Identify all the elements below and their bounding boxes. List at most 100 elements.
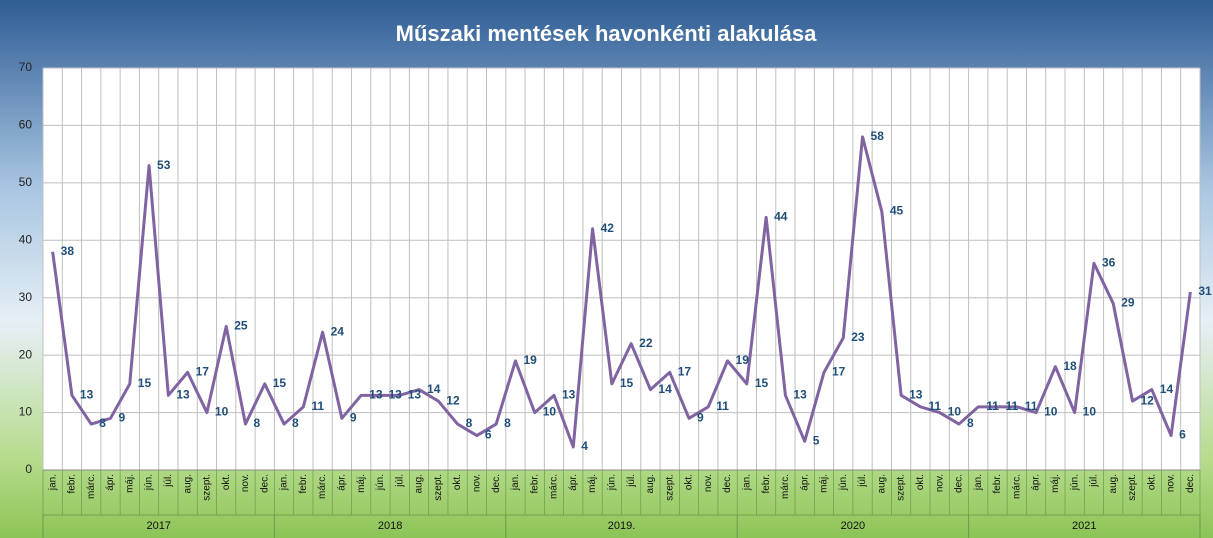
x-tick-label: máj. (587, 474, 598, 493)
group-label: 2017 (146, 520, 170, 532)
x-tick-label: szept. (202, 474, 213, 501)
data-label: 45 (890, 204, 904, 218)
data-label: 13 (408, 388, 422, 402)
data-label: 38 (61, 244, 75, 258)
y-tick-label: 10 (19, 405, 33, 419)
data-label: 14 (1160, 382, 1174, 396)
data-label: 17 (832, 365, 846, 379)
data-label: 13 (80, 388, 94, 402)
x-tick-label: júl. (394, 474, 405, 488)
x-tick-label: márc. (1011, 474, 1022, 499)
y-tick-label: 50 (19, 175, 33, 189)
x-tick-label: nov. (472, 474, 483, 492)
x-tick-label: dec. (722, 474, 733, 493)
x-tick-label: aug. (414, 474, 425, 493)
x-tick-label: aug. (645, 474, 656, 493)
y-tick-label: 70 (19, 60, 33, 74)
y-tick-label: 20 (19, 347, 33, 361)
x-tick-label: nov. (240, 474, 251, 492)
x-tick-label: dec. (1185, 474, 1196, 493)
x-tick-label: aug. (1108, 474, 1119, 493)
data-label: 11 (1025, 399, 1038, 413)
data-label: 6 (1179, 428, 1186, 442)
x-tick-label: szept. (1127, 474, 1138, 501)
x-tick-label: okt. (221, 474, 232, 490)
data-label: 8 (967, 416, 974, 430)
data-label: 53 (157, 158, 171, 172)
x-tick-label: júl. (1089, 474, 1100, 488)
x-tick-label: szept. (664, 474, 675, 501)
data-label: 14 (427, 382, 441, 396)
data-label: 9 (118, 410, 125, 424)
x-tick-label: dec. (491, 474, 502, 493)
x-tick-label: márc. (317, 474, 328, 499)
data-label: 8 (466, 416, 473, 430)
x-tick-label: okt. (684, 474, 695, 490)
x-tick-label: febr. (992, 474, 1003, 493)
x-tick-label: jún. (606, 474, 617, 491)
data-label: 13 (909, 388, 923, 402)
data-label: 11 (716, 399, 729, 413)
data-label: 13 (562, 388, 576, 402)
data-label: 6 (485, 428, 492, 442)
x-tick-label: márc. (780, 474, 791, 499)
x-tick-label: máj. (1050, 474, 1061, 493)
data-label: 9 (350, 410, 357, 424)
y-tick-label: 0 (25, 462, 32, 476)
data-label: 10 (1083, 405, 1097, 419)
data-label: 12 (446, 393, 460, 407)
data-label: 11 (1006, 399, 1019, 413)
x-tick-label: jan. (741, 474, 752, 491)
x-tick-label: febr. (67, 474, 78, 493)
data-label: 58 (871, 129, 885, 143)
data-label: 36 (1102, 255, 1116, 269)
group-label: 2020 (841, 520, 865, 532)
data-label: 25 (234, 319, 248, 333)
chart-title: Műszaki mentések havonkénti alakulása (396, 21, 817, 46)
x-tick-label: jan. (47, 474, 58, 491)
x-tick-label: ápr. (105, 474, 116, 491)
data-label: 10 (543, 405, 557, 419)
x-tick-label: jan. (279, 474, 290, 491)
data-label: 10 (215, 405, 229, 419)
data-label: 13 (176, 388, 190, 402)
data-label: 24 (331, 324, 345, 338)
data-label: 8 (99, 416, 106, 430)
x-tick-label: febr. (529, 474, 540, 493)
data-label: 19 (736, 353, 750, 367)
x-tick-label: ápr. (568, 474, 579, 491)
data-label: 15 (755, 376, 769, 390)
x-tick-label: máj. (356, 474, 367, 493)
data-label: 18 (1063, 359, 1077, 373)
x-tick-label: jún. (838, 474, 849, 491)
x-tick-label: okt. (1146, 474, 1157, 490)
group-label: 2021 (1072, 520, 1096, 532)
x-tick-label: jan. (510, 474, 521, 491)
x-tick-label: dec. (259, 474, 270, 493)
x-tick-label: jún. (144, 474, 155, 491)
x-tick-label: ápr. (1031, 474, 1042, 491)
data-label: 14 (658, 382, 672, 396)
data-label: 29 (1121, 296, 1135, 310)
data-label: 17 (196, 365, 210, 379)
x-tick-label: okt. (915, 474, 926, 490)
data-label: 31 (1198, 284, 1212, 298)
data-label: 15 (620, 376, 634, 390)
data-label: 5 (813, 433, 820, 447)
x-tick-label: aug. (876, 474, 887, 493)
x-tick-label: máj. (819, 474, 830, 493)
data-label: 8 (504, 416, 511, 430)
data-label: 8 (292, 416, 299, 430)
group-label: 2018 (378, 520, 402, 532)
group-label: 2019. (608, 520, 636, 532)
x-tick-label: okt. (452, 474, 463, 490)
data-label: 10 (948, 405, 962, 419)
x-tick-label: ápr. (799, 474, 810, 491)
data-label: 22 (639, 336, 653, 350)
x-tick-label: márc. (549, 474, 560, 499)
data-label: 8 (253, 416, 260, 430)
x-tick-label: febr. (298, 474, 309, 493)
x-tick-label: márc. (86, 474, 97, 499)
x-tick-label: aug. (182, 474, 193, 493)
